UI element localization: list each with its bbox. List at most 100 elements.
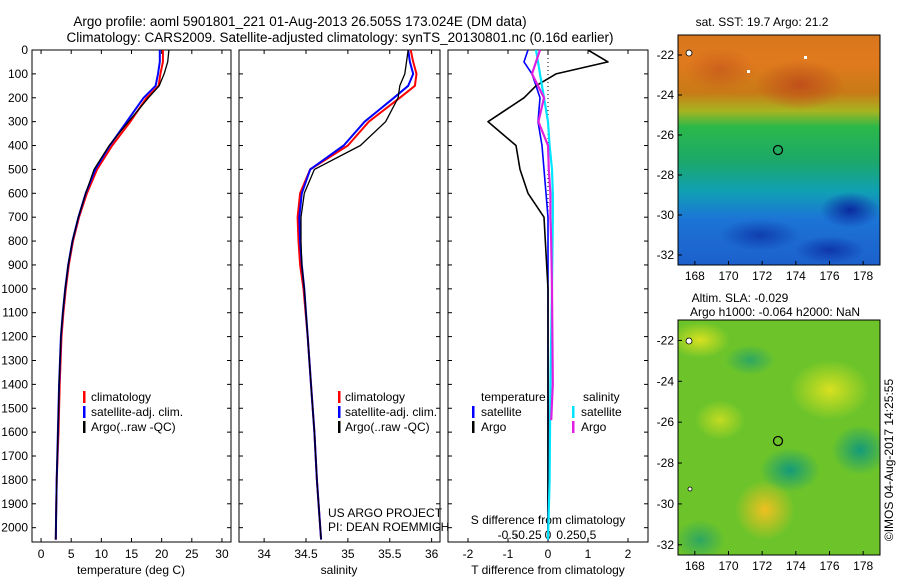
depth-tick-label: 2000: [1, 521, 28, 535]
difference-profiles: [487, 50, 609, 540]
lat-tick-label: -32: [657, 248, 675, 262]
depth-axis: 0 100 200 300 400 500 600 700 800 900 1000 1100 1200…: [1, 43, 648, 535]
depth-tick-label: 400: [8, 139, 28, 153]
temperature-profiles: [54, 50, 170, 540]
s-tick-label: 0.5: [580, 528, 597, 542]
sst-warm-patch: [685, 48, 755, 92]
legend-label-satellite: satellite-adj. clim.: [345, 405, 437, 419]
lat-tick-label: -30: [657, 208, 675, 222]
s-tick-label: 0.25: [556, 528, 580, 542]
sla-low-patch: [678, 520, 725, 555]
legend-label-argo: Argo(..raw -QC): [345, 420, 430, 434]
lon-tick-label: 170: [718, 559, 738, 573]
x-tick-label: 10: [95, 547, 109, 561]
lat-tick-label: -30: [657, 497, 675, 511]
difference-legend: temperature salinity satellite Argo sate…: [472, 390, 622, 434]
depth-tick-label: 700: [8, 210, 28, 224]
sst-land-island: [685, 49, 693, 57]
depth-tick-label: 300: [8, 115, 28, 129]
x-tick-label: -1: [503, 547, 514, 561]
temperature-x-label: temperature (deg C): [77, 563, 185, 577]
salinity-x-label: salinity: [321, 563, 358, 577]
sla-low-patch: [760, 448, 820, 492]
salinity-x-axis: 34 34.5 35 35.5 36: [257, 50, 439, 561]
sla-high-patch: [678, 322, 730, 358]
depth-tick-label: 1500: [1, 401, 28, 415]
sla-high-patch: [735, 480, 795, 540]
x-tick-label: 30: [215, 547, 229, 561]
temperature-panel: [31, 49, 232, 543]
x-tick-label: 34.5: [294, 547, 318, 561]
header-title: Argo profile: aoml 5901801_221 01-Aug-20…: [73, 14, 526, 29]
legend-label-argo: Argo(..raw -QC): [91, 420, 176, 434]
sla-map-axes: -22 -24 -26 -28 -30 -32 168 170 172 174 176 178: [657, 333, 874, 573]
sst-cloud-pixel: [804, 56, 807, 59]
legend-swatch-s-argo: [572, 421, 575, 433]
imos-timestamp: ©IMOS 04-Aug-2017 14:25:55: [882, 379, 896, 542]
legend-swatch-t-satellite: [472, 406, 475, 418]
temperature-x-axis: 0 5 10 15 20 25 30: [38, 50, 229, 561]
sst-map-frame: [677, 34, 881, 266]
sla-map-title: Altim. SLA: -0.029: [692, 291, 789, 305]
x-tick-label: 36: [425, 547, 439, 561]
lon-tick-label: 176: [819, 559, 839, 573]
lat-tick-label: -22: [657, 333, 675, 347]
depth-tick-label: 1800: [1, 473, 28, 487]
x-tick-label: 35: [341, 547, 355, 561]
depth-tick-label: 800: [8, 234, 28, 248]
x-tick-label: 5: [68, 547, 75, 561]
depth-tick-label: 1100: [2, 306, 28, 320]
depth-tick-label: 0: [21, 43, 28, 57]
legend-swatch-climatology: [338, 391, 341, 403]
depth-tick-label: 200: [8, 91, 28, 105]
legend-swatch-t-argo: [472, 421, 475, 433]
legend-swatch-argo: [338, 421, 341, 433]
sla-low-patch: [725, 345, 775, 375]
lon-tick-label: 168: [685, 269, 705, 283]
depth-tick-label: 900: [8, 258, 28, 272]
sla-high-patch: [695, 400, 745, 440]
sla-low-patch: [832, 425, 880, 475]
sst-argo-location: [772, 144, 784, 156]
lon-tick-label: 178: [853, 559, 873, 573]
series-salinity-satellite: [534, 50, 554, 540]
x-tick-label: 35.5: [378, 547, 402, 561]
sst-cold-patch: [795, 236, 865, 264]
sst-map: [678, 35, 880, 265]
legend-label-t-argo: Argo: [481, 420, 507, 434]
header-subtitle: Climatology: CARS2009. Satellite-adjuste…: [66, 30, 613, 45]
legend-label-t-satellite: satellite: [481, 405, 522, 419]
lat-tick-label: -22: [657, 48, 675, 62]
lat-tick-label: -28: [657, 456, 675, 470]
sla-map-frame: [677, 319, 881, 556]
legend-label-climatology: climatology: [91, 390, 151, 404]
lon-tick-label: 170: [718, 269, 738, 283]
depth-tick-label: 1300: [1, 353, 28, 367]
depth-tick-label: 1900: [1, 497, 28, 511]
sst-cold-patch: [720, 219, 800, 251]
salinity-legend: climatology satellite-adj. clim. Argo(..…: [338, 390, 437, 434]
salinity-profiles: [296, 50, 418, 540]
legend-title-temperature: temperature: [481, 390, 546, 404]
difference-x-label: T difference from climatology: [471, 563, 625, 577]
sst-map-title: sat. SST: 19.7 Argo: 21.2: [696, 15, 829, 29]
legend-swatch-argo: [83, 421, 86, 433]
sst-warm-patch: [755, 60, 845, 110]
series-temperature-argo: [487, 50, 609, 540]
lat-tick-label: -28: [657, 168, 675, 182]
sla-map-subtitle: Argo h1000: -0.064 h2000: NaN: [690, 305, 860, 319]
x-tick-label: 34: [257, 547, 271, 561]
legend-label-satellite: satellite-adj. clim.: [91, 405, 183, 419]
legend-swatch-s-satellite: [572, 406, 575, 418]
depth-tick-label: 1000: [1, 282, 28, 296]
sla-map: [678, 320, 880, 555]
legend-swatch-satellite: [338, 406, 341, 418]
legend-label-climatology: climatology: [345, 390, 405, 404]
x-tick-label: 2: [625, 547, 632, 561]
x-tick-label: -2: [463, 547, 474, 561]
credit-pi: PI: DEAN ROEMMICH: [328, 520, 449, 534]
x-tick-label: 25: [185, 547, 199, 561]
x-tick-label: 1: [585, 547, 592, 561]
sst-map-axes: -22 -24 -26 -28 -30 -32 168 170 172 174 176 178: [657, 48, 874, 283]
